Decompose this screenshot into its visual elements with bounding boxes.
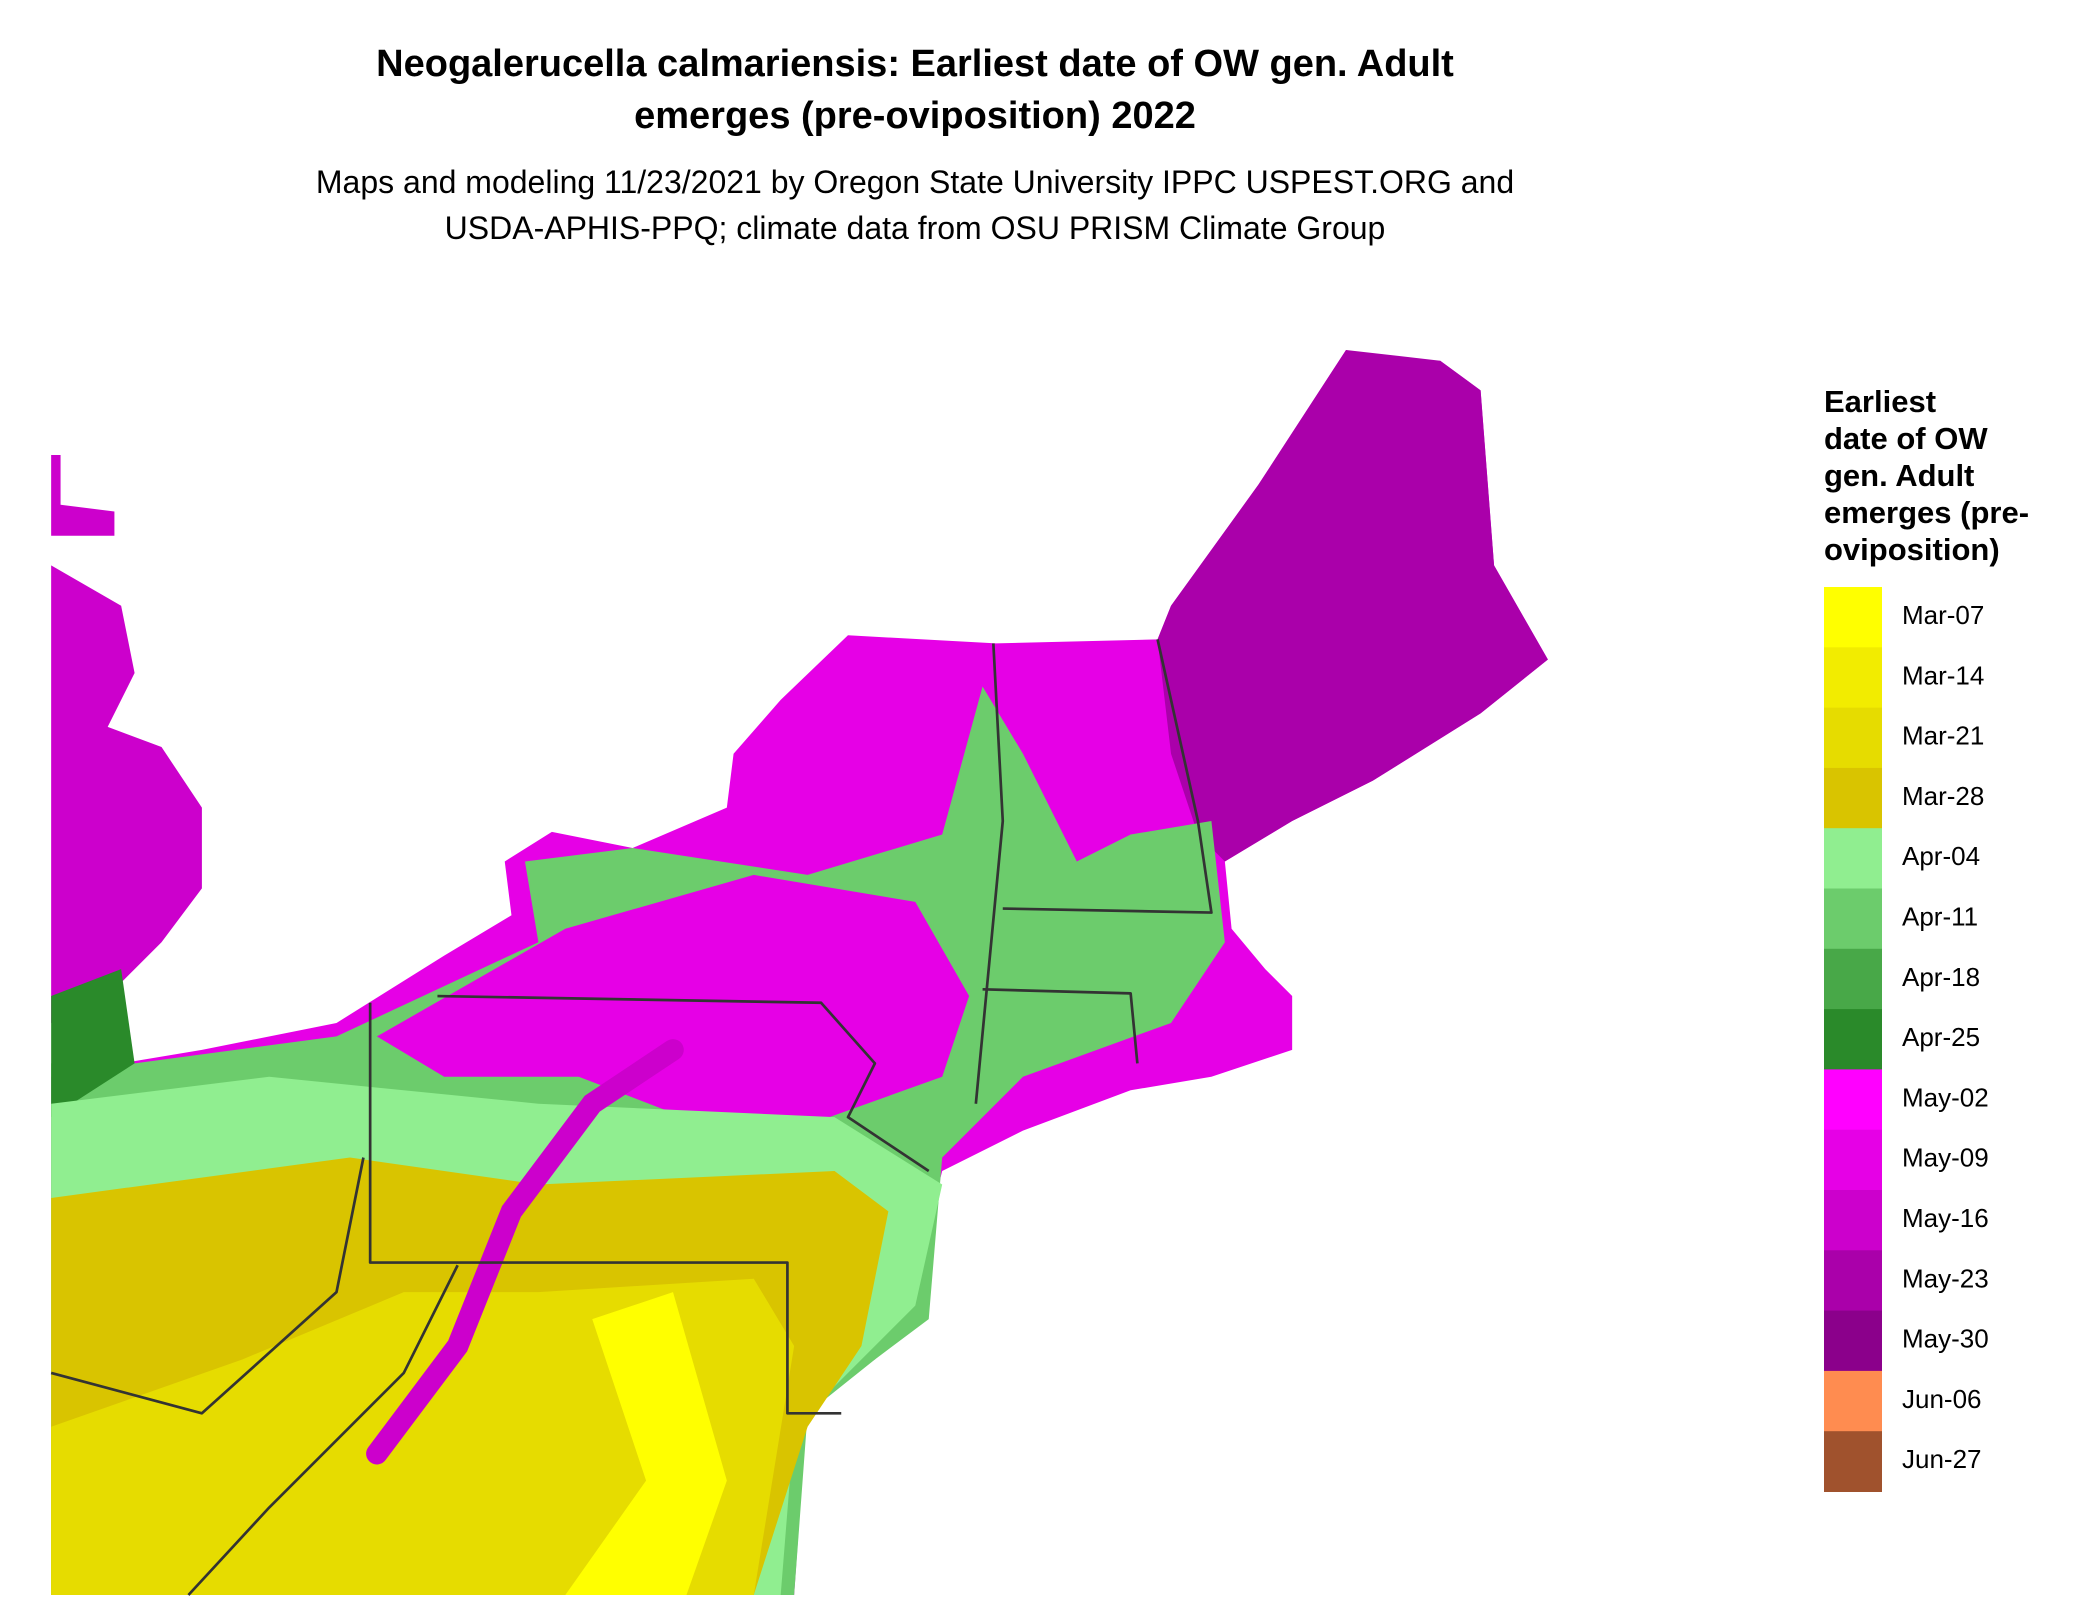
legend-swatch — [1824, 1190, 1882, 1251]
legend-label: Apr-11 — [1902, 902, 1978, 932]
legend-swatch — [1824, 587, 1882, 648]
region-pa-magenta — [376, 874, 970, 1145]
legend-label: Mar-07 — [1902, 600, 1984, 630]
legend-label: Jun-06 — [1902, 1384, 1982, 1414]
chart-title: emerges (pre-oviposition) 2022 — [634, 95, 1196, 137]
legend-label: Mar-14 — [1902, 660, 1984, 690]
state-border — [187, 1264, 459, 1596]
state-border — [974, 643, 1005, 1104]
legend-title: emerges (pre- — [1824, 495, 2029, 530]
region-maine — [1157, 349, 1548, 862]
region-ridge — [366, 1039, 684, 1465]
legend-swatch — [1824, 1370, 1882, 1432]
legend-swatch — [1824, 948, 1882, 1010]
legend-label: Apr-18 — [1902, 962, 1980, 992]
legend-swatch — [1824, 1310, 1882, 1372]
legend-label: May-02 — [1902, 1082, 1989, 1112]
legend-swatch — [1824, 1009, 1882, 1070]
legend-label: May-23 — [1902, 1263, 1989, 1293]
state-border — [50, 1157, 365, 1415]
legend-swatch — [1824, 888, 1882, 950]
chart-title: Neogalerucella calmariensis: Earliest da… — [376, 43, 1454, 85]
titles: Neogalerucella calmariensis: Earliest da… — [316, 43, 1514, 246]
legend-title: date of OW — [1824, 421, 1988, 456]
legend-label: Mar-21 — [1902, 721, 1984, 751]
legend-swatch — [1824, 1250, 1882, 1312]
legend-label: Jun-27 — [1902, 1444, 1982, 1474]
legend-swatch — [1824, 1431, 1882, 1492]
region-michigan — [51, 565, 202, 1023]
legend-label: May-09 — [1902, 1143, 1989, 1173]
legend-label: May-16 — [1902, 1203, 1989, 1233]
legend-swatch — [1824, 767, 1882, 829]
chart-subtitle: Maps and modeling 11/23/2021 by Oregon S… — [316, 164, 1514, 200]
legend-title: Earliest — [1824, 384, 1936, 419]
region-ohio-dark — [51, 969, 135, 1118]
map — [50, 349, 1548, 1596]
legend-label: Apr-04 — [1902, 841, 1980, 871]
legend-swatch — [1824, 1069, 1882, 1131]
legend-swatch — [1824, 707, 1882, 769]
legend-title: gen. Adult — [1824, 458, 1974, 493]
legend-swatch — [1824, 647, 1882, 709]
region-mar07 — [565, 1292, 727, 1596]
state-border — [368, 1002, 842, 1415]
legend-label: Mar-28 — [1902, 781, 1984, 811]
legend-label: May-30 — [1902, 1324, 1989, 1354]
legend-title: oviposition) — [1824, 532, 2000, 567]
state-border — [982, 987, 1139, 1064]
legend-swatch — [1824, 828, 1882, 889]
state-border — [437, 994, 930, 1173]
legend-label: Apr-25 — [1902, 1022, 1980, 1052]
region-upper-michigan — [51, 454, 115, 536]
chart-subtitle: USDA-APHIS-PPQ; climate data from OSU PR… — [445, 210, 1386, 246]
state-border — [1002, 639, 1213, 914]
legend-swatch — [1824, 1129, 1882, 1191]
